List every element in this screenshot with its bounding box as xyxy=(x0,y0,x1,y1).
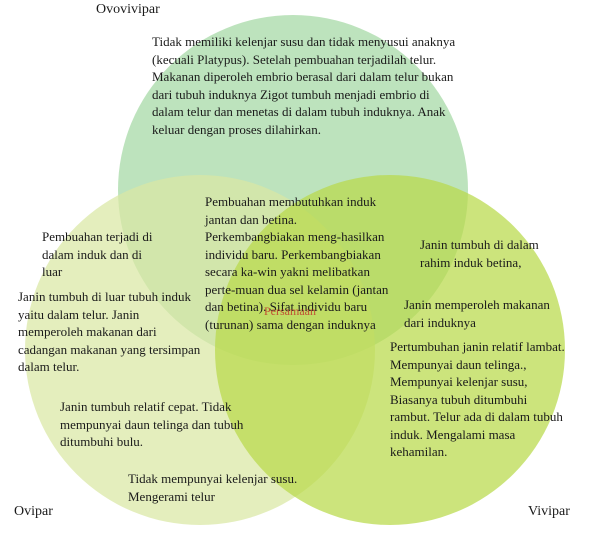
text-left-c: Janin tumbuh relatif cepat. Tidak mempun… xyxy=(60,398,250,451)
text-left-a: Pembuahan terjadi di dalam induk dan di … xyxy=(42,228,162,281)
label-ovovivipar: Ovovivipar xyxy=(96,2,160,18)
text-left-b: Janin tumbuh di luar tubuh induk yaitu d… xyxy=(18,288,206,376)
text-right-b: Janin memperoleh makanan dari induknya xyxy=(404,296,554,331)
text-top-only: Tidak memiliki kelenjar susu dan tidak m… xyxy=(152,33,460,138)
center-label: Persamaan xyxy=(264,304,316,319)
text-right-c: Pertumbuhan janin relatif lambat. Mempun… xyxy=(390,338,570,461)
label-ovipar: Ovipar xyxy=(14,504,53,520)
text-left-d: Tidak mempunyai kelenjar susu. Mengerami… xyxy=(128,470,313,505)
label-vivipar: Vivipar xyxy=(528,504,570,520)
text-right-a: Janin tumbuh di dalam rahim induk betina… xyxy=(420,236,540,271)
